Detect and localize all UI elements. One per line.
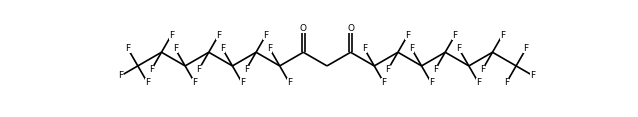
Text: F: F — [382, 78, 387, 87]
Text: O: O — [300, 24, 307, 33]
Text: F: F — [149, 65, 154, 74]
Text: F: F — [409, 44, 414, 53]
Text: F: F — [480, 65, 486, 74]
Text: F: F — [192, 78, 198, 87]
Text: F: F — [240, 78, 245, 87]
Text: F: F — [287, 78, 292, 87]
Text: F: F — [126, 44, 131, 53]
Text: F: F — [216, 31, 221, 40]
Text: F: F — [452, 31, 457, 40]
Text: F: F — [500, 31, 505, 40]
Text: F: F — [118, 71, 124, 80]
Text: F: F — [530, 71, 536, 80]
Text: F: F — [476, 78, 481, 87]
Text: F: F — [405, 31, 410, 40]
Text: F: F — [429, 78, 434, 87]
Text: F: F — [504, 78, 509, 87]
Text: F: F — [433, 65, 438, 74]
Text: F: F — [197, 65, 202, 74]
Text: F: F — [263, 31, 269, 40]
Text: F: F — [385, 65, 390, 74]
Text: F: F — [523, 44, 528, 53]
Text: F: F — [173, 44, 178, 53]
Text: F: F — [456, 44, 462, 53]
Text: F: F — [362, 44, 367, 53]
Text: F: F — [220, 44, 225, 53]
Text: F: F — [244, 65, 249, 74]
Text: F: F — [145, 78, 150, 87]
Text: F: F — [168, 31, 174, 40]
Text: O: O — [347, 24, 354, 33]
Text: F: F — [267, 44, 272, 53]
